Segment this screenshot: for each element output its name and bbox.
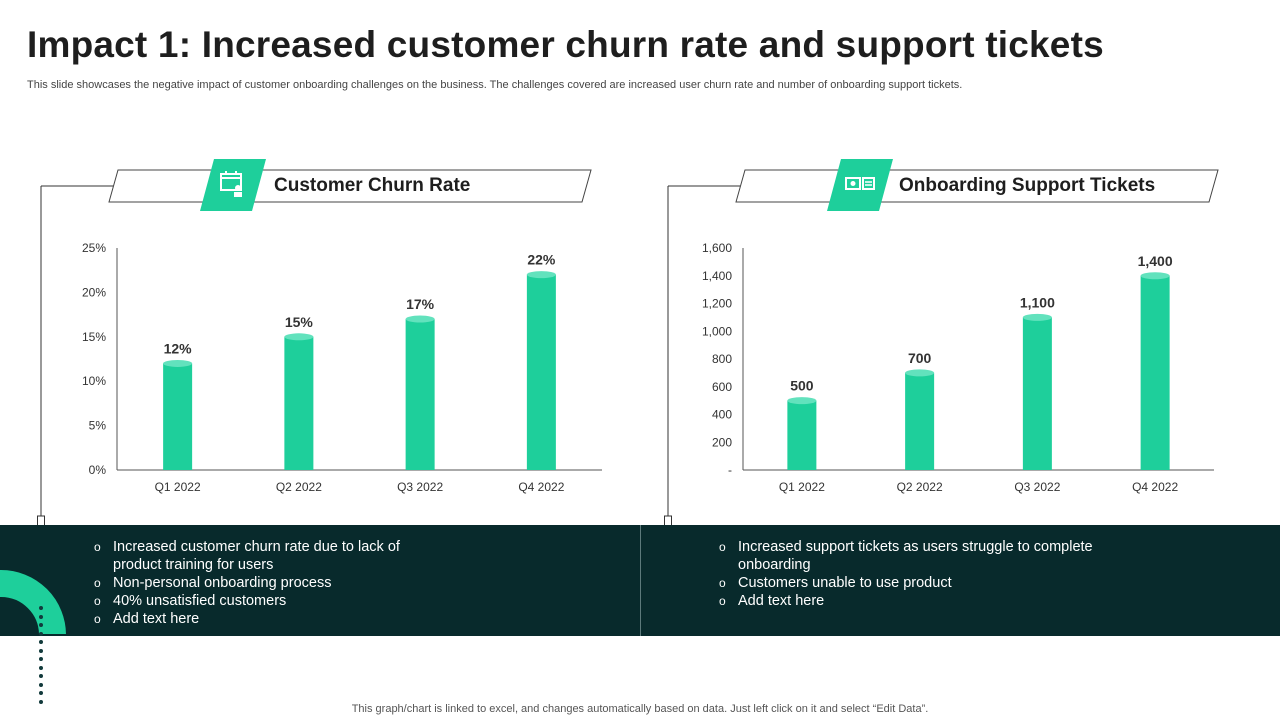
bar (1140, 275, 1170, 470)
y-tick-label: 400 (712, 408, 732, 422)
y-tick-label: 1,200 (702, 297, 732, 311)
x-tick-label: Q2 2022 (276, 480, 322, 494)
data-label: 1,100 (1020, 294, 1055, 310)
bar-cap (284, 333, 314, 341)
bar-cap (526, 271, 556, 279)
data-label: 22% (527, 252, 556, 268)
right-bullet-item: Customers unable to use product (719, 574, 1109, 592)
y-tick-label: 600 (712, 380, 732, 394)
y-tick-label: 200 (712, 435, 732, 449)
data-label: 17% (406, 296, 435, 312)
data-label: 700 (908, 350, 932, 366)
churn-rate-chart: 0% 5% 10% 15% 20% 25% 12% Q1 2022 15% Q2 2022 17% Q… (82, 241, 602, 494)
x-tick-label: Q1 2022 (779, 480, 825, 494)
support-tickets-chart: - 200 400 600 800 1,000 1,200 1,400 1,600 500 Q1 2… (702, 241, 1214, 494)
y-tick-label: 1,400 (702, 269, 732, 283)
left-bullet-item: 40% unsatisfied customers (94, 592, 414, 610)
data-label: 12% (164, 340, 193, 356)
right-bullet-list: Increased support tickets as users strug… (719, 538, 1109, 610)
x-tick-label: Q1 2022 (155, 480, 201, 494)
y-tick-label: 15% (82, 330, 106, 344)
x-tick-label: Q4 2022 (518, 480, 564, 494)
left-bullet-item: Add text here (94, 610, 414, 628)
left-header-title: Customer Churn Rate (274, 175, 471, 196)
bar (163, 363, 193, 470)
right-bullet-item: Increased support tickets as users strug… (719, 538, 1109, 574)
y-tick-label: - (728, 463, 732, 477)
page-subtitle: This slide showcases the negative impact… (27, 79, 963, 91)
decorative-dots (39, 606, 47, 708)
right-panel-header: Onboarding Support Tickets (735, 159, 1219, 211)
y-tick-label: 1,000 (702, 324, 732, 338)
y-tick-label: 0% (89, 463, 107, 477)
band-divider (640, 525, 641, 636)
left-panel-header: Customer Churn Rate (108, 159, 592, 211)
bar (284, 336, 314, 470)
right-header-title: Onboarding Support Tickets (899, 175, 1156, 196)
left-bullet-item: Non-personal onboarding process (94, 574, 414, 592)
bar-cap (787, 397, 817, 405)
y-tick-label: 25% (82, 241, 106, 255)
data-label: 15% (285, 314, 314, 330)
y-tick-label: 5% (89, 419, 107, 433)
bar (526, 274, 556, 470)
page-title: Impact 1: Increased customer churn rate … (27, 24, 1104, 65)
left-bullet-item: Increased customer churn rate due to lac… (94, 538, 414, 574)
y-tick-label: 10% (82, 374, 106, 388)
bar (787, 400, 817, 470)
y-tick-label: 1,600 (702, 241, 732, 255)
footer-note: This graph/chart is linked to excel, and… (351, 703, 929, 715)
ticket-cash-icon (827, 159, 893, 211)
bar-cap (163, 359, 193, 367)
x-tick-label: Q4 2022 (1132, 480, 1178, 494)
right-bullet-item: Add text here (719, 592, 1109, 610)
data-label: 1,400 (1138, 253, 1173, 269)
bar-cap (905, 369, 935, 377)
bar-cap (1140, 272, 1170, 280)
left-bullet-list: Increased customer churn rate due to lac… (94, 538, 414, 628)
calendar-person-icon (200, 159, 266, 211)
bar-cap (405, 315, 435, 323)
y-tick-label: 800 (712, 352, 732, 366)
bar-cap (1022, 313, 1052, 321)
bar (905, 372, 935, 470)
bar (1022, 317, 1052, 470)
data-label: 500 (790, 378, 814, 394)
bar (405, 319, 435, 470)
x-tick-label: Q3 2022 (397, 480, 443, 494)
x-tick-label: Q2 2022 (897, 480, 943, 494)
x-tick-label: Q3 2022 (1014, 480, 1060, 494)
y-tick-label: 20% (82, 285, 106, 299)
